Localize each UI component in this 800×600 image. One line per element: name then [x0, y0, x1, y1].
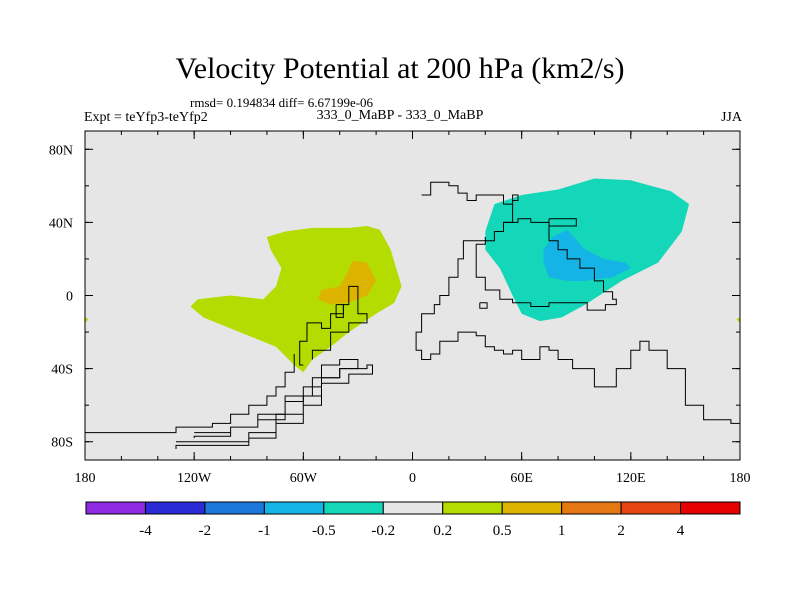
colorbar-box	[680, 501, 741, 515]
chart-title: Velocity Potential at 200 hPa (km2/s)	[175, 52, 625, 85]
colorbar-box	[323, 501, 384, 515]
cases-label: 333_0_MaBP - 333_0_MaBP	[316, 108, 484, 123]
colorbar-label: -1	[258, 523, 271, 539]
colorbar-box	[442, 501, 503, 515]
season-label: JJA	[720, 110, 742, 125]
contour-edge-marker-west	[85, 317, 89, 323]
colorbar-label: -0.5	[312, 523, 336, 539]
coast-small-block	[335, 304, 344, 318]
x-tick-label: 180	[75, 471, 96, 486]
colorbar-box	[263, 501, 325, 515]
x-tick-label: 60W	[290, 471, 318, 486]
colorbar-box	[204, 501, 265, 515]
colorbar-box	[620, 501, 682, 515]
contour-edge-marker-east	[736, 317, 740, 323]
colorbar-box	[144, 501, 206, 515]
colorbar-box	[382, 501, 444, 515]
colorbar-box	[501, 501, 563, 515]
x-tick-label: 180	[730, 471, 751, 486]
x-tick-label: 60E	[510, 471, 533, 486]
colorbar-label: 4	[677, 523, 685, 539]
y-tick-label: 80N	[49, 143, 73, 158]
y-tick-label: 0	[66, 290, 73, 305]
colorbar-label: 1	[558, 523, 566, 539]
colorbar-label: -4	[139, 523, 152, 539]
coast-southern-loop-2	[193, 359, 359, 439]
y-tick-label: 80S	[51, 436, 73, 451]
colorbar-box	[561, 501, 622, 515]
colorbar: -4 -2 -1 -0.5 -0.2 0.2 0.5 1 2 4	[85, 501, 741, 539]
coast-asia-inset	[548, 218, 577, 227]
map-plot-area	[84, 130, 741, 461]
contour-positive-0.5-1-western-hemisphere	[317, 260, 377, 305]
coast-western-hemisphere-block	[299, 285, 368, 366]
colorbar-label: 0.5	[493, 523, 512, 539]
x-tick-label: 0	[409, 471, 416, 486]
colorbar-label: -2	[199, 523, 212, 539]
colorbar-label: -0.2	[371, 523, 395, 539]
x-tick-label: 120E	[616, 471, 646, 486]
colorbar-label: 0.2	[433, 523, 452, 539]
contour-positive-0.2-0.5-western-hemisphere	[190, 226, 402, 373]
map-background	[85, 131, 740, 460]
x-tick-label: 120W	[177, 471, 212, 486]
stats-label: rmsd= 0.194834 diff= 6.67199e-06	[190, 95, 374, 110]
colorbar-box	[85, 501, 146, 515]
y-tick-label: 40N	[49, 216, 73, 231]
expt-label: Expt = teYfp3-teYfp2	[84, 110, 208, 125]
coast-eurasia-africa	[415, 181, 740, 433]
contour-negative-0.5-0.2-eastern-hemisphere	[485, 178, 690, 322]
contour-negative-1-0.5-eastern-hemisphere	[543, 229, 631, 281]
y-tick-label: 40S	[51, 363, 73, 378]
coast-island-1	[479, 302, 488, 309]
colorbar-label: 2	[617, 523, 625, 539]
axis-ticks: 180 120W 60W 0 60E 120E 180 80N 40N 0 40S 80S	[49, 131, 751, 486]
coast-southern-west	[85, 354, 295, 434]
map-clipped-group	[85, 178, 740, 449]
coast-southern-loop-1	[175, 364, 373, 449]
